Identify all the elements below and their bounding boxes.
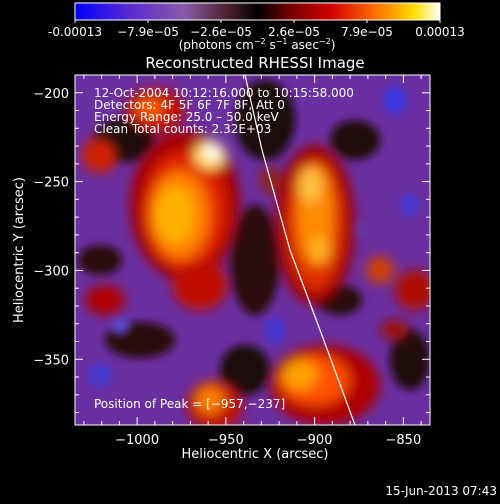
x-tick-label: −950	[208, 433, 244, 448]
colorbar-tick-labels: -0.00013 −7.9e−05 −2.6e−05 2.6e−05 7.9e−05 0.…	[48, 25, 465, 39]
colorbar-tick-label: −2.6e−05	[190, 25, 252, 39]
emission-regions	[82, 88, 430, 425]
colorbar: -0.00013 −7.9e−05 −2.6e−05 2.6e−05 7.9e−05 0.…	[48, 2, 465, 52]
dark-regions	[78, 80, 430, 395]
y-axis-label: Heliocentric Y (arcsec)	[12, 177, 27, 323]
info-line-energy: Energy Range: 25.0 – 50.0 keV	[94, 110, 280, 124]
footer-timestamp: 15‑Jun‑2013 07:43	[385, 484, 497, 498]
info-panel: 12‑Oct‑2004 10:12:16.000 to 10:15:58.000…	[94, 86, 354, 136]
colorbar-tick-label: −7.9e−05	[117, 25, 179, 39]
y-axis-tick-labels: −200 −250 −300 −350	[33, 87, 69, 368]
x-axis-ticks	[83, 75, 422, 425]
y-tick-label: −350	[33, 353, 69, 368]
info-line-time: 12‑Oct‑2004 10:12:16.000 to 10:15:58.000	[94, 86, 354, 100]
colorbar-tick-label: -0.00013	[48, 25, 102, 39]
plot-title: Reconstructed RHESSI Image	[145, 54, 364, 72]
y-axis-ticks	[75, 74, 430, 414]
y-tick-label: −200	[33, 87, 69, 102]
colorbar-tick-label: 2.6e−05	[268, 25, 320, 39]
peak-position-label: Position of Peak = [−957,−237]	[94, 397, 285, 411]
colorbar-tick-label: 0.00013	[415, 25, 465, 39]
solar-limb-line	[244, 75, 356, 425]
x-tick-label: −900	[297, 433, 333, 448]
colorbar-tick-label: 7.9e−05	[341, 25, 393, 39]
x-tick-label: −850	[386, 433, 422, 448]
info-line-detectors: Detectors: 4F 5F 6F 7F 8F, Att 0	[94, 98, 285, 112]
x-axis-label: Heliocentric X (arcsec)	[182, 447, 329, 462]
y-tick-label: −300	[33, 264, 69, 279]
y-tick-label: −250	[33, 176, 69, 191]
info-line-clean: Clean Total counts: 2.32E+03	[94, 122, 271, 136]
rhessi-image	[75, 75, 430, 425]
colorbar-unit-label: (photons cm−2 s−1 asec−2)	[179, 37, 336, 52]
plot-frame	[74, 74, 431, 426]
x-axis-tick-labels: −1000 −950 −900 −850	[115, 433, 421, 448]
colorbar-ticks	[74, 20, 441, 23]
x-tick-label: −1000	[115, 433, 159, 448]
colorbar-gradient	[74, 2, 441, 21]
